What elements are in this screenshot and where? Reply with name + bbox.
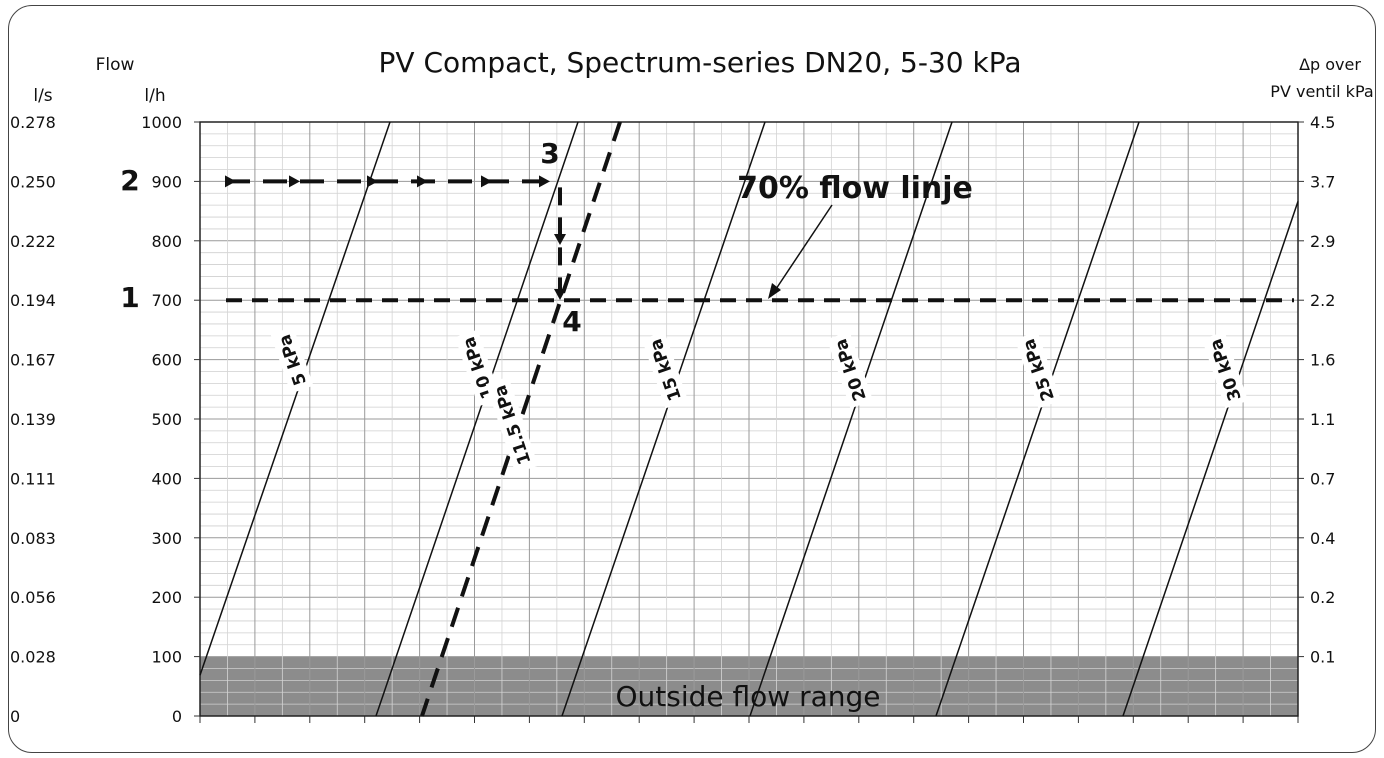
- left-tick-ls: 0.222: [10, 232, 56, 251]
- curve-line: [561, 121, 766, 717]
- right-tick: 3.7: [1310, 172, 1335, 191]
- curve-line: [375, 121, 579, 717]
- left-tick-lh: 100: [151, 648, 182, 667]
- curve-label-bg: [485, 376, 539, 474]
- left-tick-ls: 0: [10, 707, 20, 726]
- arrowhead-down: [554, 234, 566, 245]
- right-tick: 0.7: [1310, 469, 1335, 488]
- left-tick-ls: 0.028: [10, 648, 56, 667]
- arrowhead-down: [554, 289, 566, 300]
- left-tick-lh: 500: [151, 410, 182, 429]
- left-axis-title: Flow: [96, 55, 135, 75]
- chart-title: PV Compact, Spectrum-series DN20, 5-30 k…: [379, 46, 1022, 79]
- right-axis-ticks: 4.5 3.7 2.9 2.2 1.6 1.1 0.7 0.4 0.2 0.1: [1298, 113, 1335, 667]
- curve-label-bg: [641, 331, 689, 409]
- seventy-percent-label: 70% flow linje: [737, 171, 973, 206]
- curve-line: [935, 121, 1140, 717]
- left-tick-ls: 0.056: [10, 588, 56, 607]
- seventy-percent-pointer: [768, 204, 833, 299]
- curve-label-group: 15 kPa: [641, 331, 689, 409]
- reference-lines: [225, 175, 1294, 303]
- curve-label-group: 20 kPa: [826, 331, 874, 409]
- left-tick-ls: 0.111: [10, 469, 56, 488]
- left-tick-ls: 0.139: [10, 410, 56, 429]
- left-axis-ls-ticks: 0.278 0.250 0.222 0.194 0.167 0.139 0.111 0.083…: [10, 113, 56, 726]
- left-tick-ls: 0.250: [10, 172, 56, 191]
- left-tick-lh: 300: [151, 529, 182, 548]
- curve-label-bg: [826, 331, 874, 409]
- curve-label-bg: [1014, 331, 1062, 409]
- right-axis-title-line2: PV ventil kPa: [1270, 82, 1373, 101]
- outside-flow-range-label: Outside flow range: [615, 680, 880, 713]
- left-tick-lh: 600: [151, 351, 182, 370]
- curve-line: [420, 121, 622, 717]
- arrowhead-right: [367, 175, 378, 188]
- left-tick-ls: 0.083: [10, 529, 56, 548]
- left-tick-lh: 800: [151, 232, 182, 251]
- chart-grid: [199, 121, 1299, 723]
- left-tick-lh: 1000: [141, 113, 182, 132]
- unit-ls: l/s: [33, 86, 52, 106]
- curve-label: 30 kPa: [1206, 336, 1246, 403]
- curve-line: [199, 121, 391, 676]
- right-tick: 2.9: [1310, 232, 1335, 251]
- arrowhead-right: [539, 175, 550, 188]
- right-tick: 1.1: [1310, 410, 1335, 429]
- kpa-curves: [199, 121, 1299, 717]
- left-tick-lh: 200: [151, 588, 182, 607]
- arrowhead-right: [225, 175, 236, 188]
- left-tick-lh: 0: [172, 707, 182, 726]
- left-tick-lh: 700: [151, 291, 182, 310]
- right-tick: 2.2: [1310, 291, 1335, 310]
- chart-frame: [8, 5, 1376, 753]
- right-tick: 4.5: [1310, 113, 1335, 132]
- step-marker-1: 1: [120, 281, 139, 314]
- arrowhead-right: [289, 175, 300, 188]
- right-tick: 0.4: [1310, 529, 1335, 548]
- curve-label-bg: [270, 326, 314, 394]
- step-marker-2: 2: [120, 164, 139, 197]
- curve-label-group: 11.5 kPa: [485, 376, 539, 474]
- curve-line: [1122, 201, 1299, 717]
- curve-line: [749, 121, 953, 717]
- right-tick: 0.2: [1310, 588, 1335, 607]
- curve-label-bg: [1201, 331, 1249, 409]
- right-axis-title-line1: Δp over: [1299, 55, 1361, 74]
- step-marker-3: 3: [540, 137, 559, 170]
- left-tick-lh: 900: [151, 172, 182, 191]
- curve-label: 25 kPa: [1019, 336, 1059, 403]
- left-tick-ls: 0.194: [10, 291, 56, 310]
- arrowhead-right: [481, 175, 492, 188]
- unit-lh: l/h: [144, 86, 165, 106]
- left-tick-ls: 0.167: [10, 351, 56, 370]
- right-tick: 0.1: [1310, 648, 1335, 667]
- left-tick-lh: 400: [151, 469, 182, 488]
- curve-label: 20 kPa: [831, 336, 871, 403]
- right-tick: 1.6: [1310, 351, 1335, 370]
- left-tick-ls: 0.278: [10, 113, 56, 132]
- arrowhead-right: [417, 175, 428, 188]
- step-marker-4: 4: [562, 305, 581, 338]
